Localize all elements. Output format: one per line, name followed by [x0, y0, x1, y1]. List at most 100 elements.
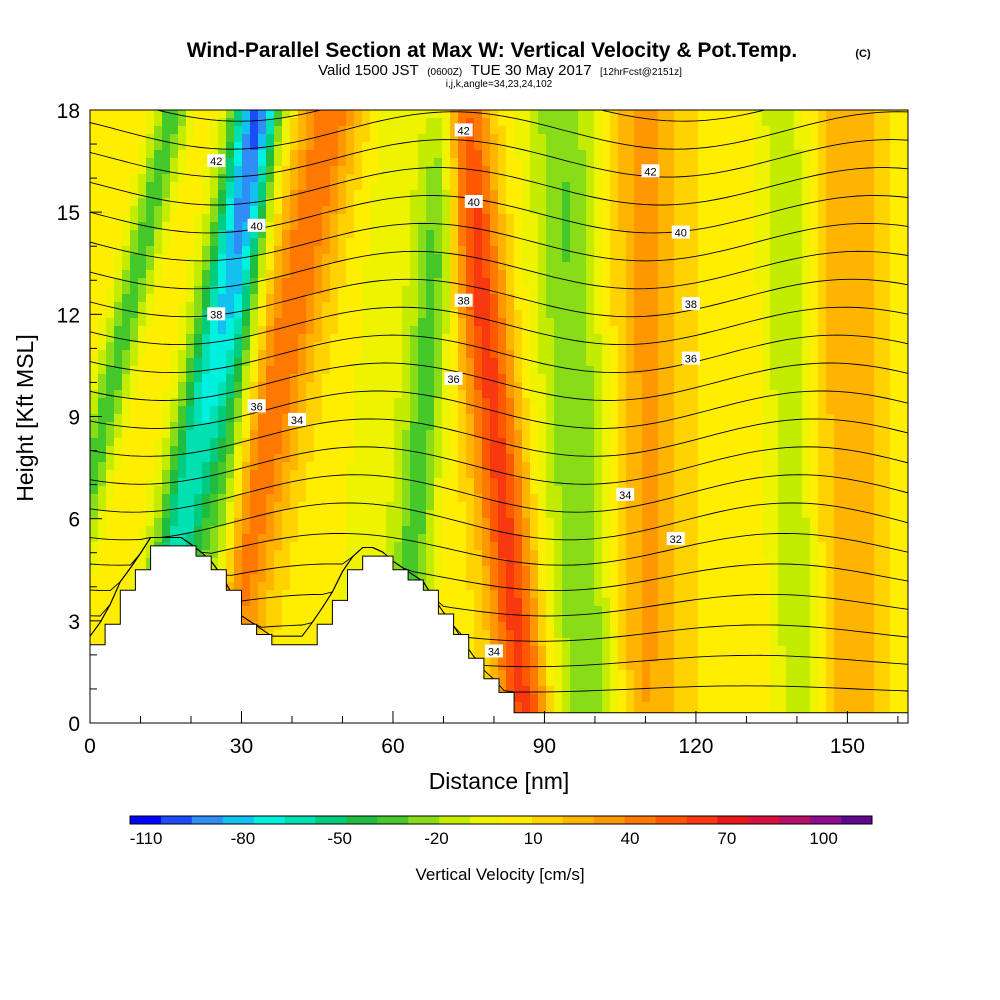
field-cell	[442, 222, 451, 231]
field-cell	[162, 214, 171, 223]
field-cell	[114, 270, 123, 279]
field-cell	[402, 558, 411, 567]
field-cell	[522, 694, 531, 703]
field-cell	[506, 326, 515, 335]
field-cell	[498, 262, 507, 271]
field-cell	[330, 230, 339, 239]
field-cell	[434, 286, 443, 295]
field-cell	[490, 462, 499, 471]
field-cell	[114, 454, 123, 463]
field-cell	[578, 142, 587, 151]
field-cell	[226, 286, 235, 295]
field-cell	[210, 326, 219, 335]
field-cell	[346, 286, 355, 295]
field-cell	[162, 526, 171, 535]
field-cell	[202, 438, 211, 447]
field-cell	[138, 510, 147, 519]
field-cell	[586, 430, 595, 439]
field-cell	[386, 134, 395, 143]
field-cell	[106, 574, 115, 583]
field-cell	[210, 438, 219, 447]
field-cell	[546, 550, 555, 559]
field-cell	[514, 142, 523, 151]
field-cell	[546, 694, 555, 703]
field-cell	[586, 470, 595, 479]
field-cell	[594, 358, 603, 367]
field-cell	[162, 246, 171, 255]
field-cell	[586, 542, 595, 551]
field-cell	[178, 214, 187, 223]
field-cell	[90, 606, 99, 615]
field-cell	[274, 478, 283, 487]
field-cell	[170, 406, 179, 415]
field-cell	[154, 286, 163, 295]
field-cell	[330, 254, 339, 263]
field-cell	[346, 486, 355, 495]
field-cell	[354, 462, 363, 471]
field-cell	[450, 494, 459, 503]
field-cell	[298, 430, 307, 439]
field-cell	[402, 502, 411, 511]
field-cell	[122, 270, 131, 279]
field-cell	[322, 190, 331, 199]
field-cell	[402, 510, 411, 519]
field-cell	[178, 462, 187, 471]
field-cell	[474, 278, 483, 287]
field-cell	[258, 486, 267, 495]
field-cell	[482, 590, 491, 599]
field-cell	[194, 446, 203, 455]
field-cell	[546, 646, 555, 655]
field-cell	[498, 566, 507, 575]
field-cell	[258, 374, 267, 383]
field-cell	[186, 230, 195, 239]
field-cell	[570, 326, 579, 335]
field-cell	[122, 254, 131, 263]
field-cell	[154, 214, 163, 223]
field-cell	[266, 478, 275, 487]
field-cell	[282, 198, 291, 207]
field-cell	[538, 126, 547, 135]
field-cell	[330, 318, 339, 327]
field-cell	[490, 630, 499, 639]
field-cell	[218, 494, 227, 503]
field-cell	[122, 198, 131, 207]
field-cell	[490, 406, 499, 415]
field-cell	[578, 430, 587, 439]
field-cell	[554, 398, 563, 407]
field-cell	[346, 198, 355, 207]
field-cell	[298, 486, 307, 495]
field-cell	[506, 214, 515, 223]
field-cell	[122, 222, 131, 231]
field-cell	[90, 182, 99, 191]
field-cell	[122, 438, 131, 447]
field-cell	[442, 206, 451, 215]
field-cell	[202, 134, 211, 143]
field-cell	[98, 198, 107, 207]
field-cell	[410, 206, 419, 215]
field-cell	[522, 334, 531, 343]
field-cell	[362, 238, 371, 247]
field-cell	[330, 118, 339, 127]
field-cell	[90, 294, 99, 303]
field-cell	[546, 414, 555, 423]
field-cell	[194, 134, 203, 143]
field-cell	[314, 150, 323, 159]
field-cell	[290, 510, 299, 519]
field-cell	[482, 614, 491, 623]
field-cell	[578, 374, 587, 383]
field-cell	[98, 574, 107, 583]
field-cell	[242, 422, 251, 431]
field-cell	[418, 310, 427, 319]
field-cell	[410, 254, 419, 263]
field-cell	[306, 454, 315, 463]
field-cell	[258, 302, 267, 311]
field-cell	[138, 262, 147, 271]
field-cell	[170, 246, 179, 255]
field-cell	[234, 406, 243, 415]
field-cell	[322, 150, 331, 159]
field-cell	[466, 406, 475, 415]
field-cell	[146, 182, 155, 191]
field-cell	[122, 382, 131, 391]
field-cell	[298, 398, 307, 407]
field-cell	[186, 158, 195, 167]
